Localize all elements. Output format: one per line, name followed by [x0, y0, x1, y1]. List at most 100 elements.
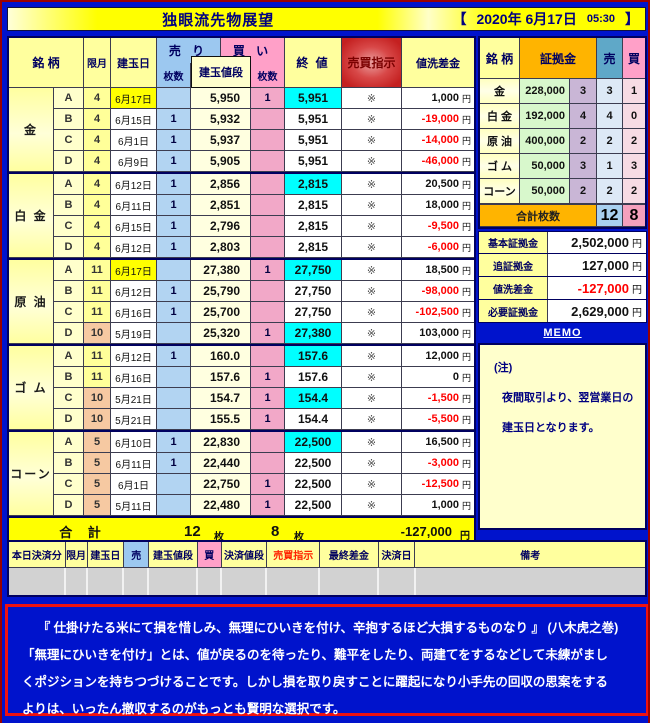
settlement-empty-cell: [221, 568, 268, 595]
row-label: C: [54, 388, 84, 409]
commodity-group: ゴ ム A 11 6月12日 1 160.0 157.6 ※ 12,000 円 B 11 6月16日 15…: [9, 344, 474, 430]
entry-date: 5月19日: [111, 323, 157, 344]
report-date: 2020年 6月17日: [476, 11, 577, 27]
row-label: C: [54, 130, 84, 151]
mtm-difference: 16,500 円: [402, 432, 474, 453]
trade-instruction-mark: ※: [342, 260, 402, 281]
closing-price: 27,750: [285, 260, 342, 281]
entry-date: 6月12日: [111, 237, 157, 258]
position-row: B 11 6月12日 1 25,790 27,750 ※ -98,000 円: [54, 281, 474, 302]
col-header-entry-date: 建玉日: [111, 38, 157, 88]
contract-month: 11: [84, 302, 111, 323]
note-line: 建玉日となります。: [502, 422, 600, 434]
mtm-difference: 1,000 円: [402, 495, 474, 516]
closing-price: 5,951: [285, 88, 342, 109]
buy-lots: [251, 237, 285, 258]
contract-month: 11: [84, 346, 111, 367]
closing-price: 154.4: [285, 409, 342, 430]
summary-value: -127,000 円: [548, 277, 646, 299]
entry-price: 155.5: [191, 409, 251, 430]
total-mtm-difference: -127,000: [400, 524, 452, 539]
sell-lots: 1: [157, 109, 191, 130]
closing-price: 5,951: [285, 109, 342, 130]
total-lots-sell: 12: [597, 205, 623, 227]
commodity-group: 白 金 A 4 6月12日 1 2,856 2,815 ※ 20,500 円 B 4 6月11日 1 2,8…: [9, 172, 474, 258]
position-row: D 10 5月19日 25,320 1 27,380 ※ 103,000 円: [54, 323, 474, 344]
contract-month: 10: [84, 323, 111, 344]
margin-row: 白 金 192,000 4 4 0: [480, 104, 645, 129]
entry-price: 2,851: [191, 195, 251, 216]
entry-price: 154.7: [191, 388, 251, 409]
mtm-difference: -46,000 円: [402, 151, 474, 172]
bracket-open: 【: [452, 11, 467, 27]
margin-table-body: 金 228,000 3 3 1 白 金 192,000 4 4 0 原 油 400,000 2 2 2 ゴ ム…: [480, 79, 645, 204]
contract-month: 11: [84, 367, 111, 388]
settlement-col-header: 決済値段: [221, 542, 268, 568]
memo-link[interactable]: MEMO: [543, 327, 582, 339]
summary-label: 基本証拠金: [479, 232, 548, 253]
settlement-table-header: 本日決済分 限月 建玉日売建玉値段買決済値段 売買指示 最終差金 決済日 備考: [9, 542, 645, 568]
entry-date: 6月15日: [111, 216, 157, 237]
position-row: C 5 6月1日 22,750 1 22,500 ※ -12,500 円: [54, 474, 474, 495]
date-display: 【 2020年 6月17日 05:30 】: [452, 8, 639, 30]
entry-price: 25,700: [191, 302, 251, 323]
margin-total-row: 合計枚数 12 8: [480, 204, 645, 227]
margin-sell-lots: 2: [597, 129, 623, 154]
settlement-empty-row: [9, 568, 646, 595]
settlement-empty-cell: [378, 568, 416, 595]
note-title: (注): [494, 362, 513, 374]
margin-lots: 2: [570, 179, 597, 204]
margin-commodity: 金: [480, 79, 520, 104]
sell-lots: 1: [157, 281, 191, 302]
entry-price: 2,803: [191, 237, 251, 258]
margin-col-buy: 買: [623, 38, 645, 79]
buy-lots: [251, 281, 285, 302]
margin-amount: 50,000: [520, 154, 570, 179]
buy-lots: [251, 195, 285, 216]
settlement-col-header: 売買指示: [267, 542, 321, 568]
title-bar: 独眼流先物展望 【 2020年 6月17日 05:30 】: [7, 7, 646, 31]
sell-lots: 1: [157, 130, 191, 151]
total-sell-unit: 枚: [214, 532, 224, 543]
contract-month: 5: [84, 453, 111, 474]
closing-price: 5,951: [285, 130, 342, 151]
margin-col-sell: 売: [597, 38, 623, 79]
row-label: D: [54, 237, 84, 258]
margin-buy-lots: 2: [623, 129, 645, 154]
col-header-commodity: 銘 柄: [9, 38, 84, 88]
positions-table: 銘 柄 限月 建玉日 売 り 買 い 枚数 枚数 建玉値段 終 値 売買指示 値…: [7, 36, 476, 547]
position-row: C 10 5月21日 154.7 1 154.4 ※ -1,500 円: [54, 388, 474, 409]
entry-date: 6月11日: [111, 453, 157, 474]
buy-lots: [251, 174, 285, 195]
settlement-table: 本日決済分 限月 建玉日売建玉値段買決済値段 売買指示 最終差金 決済日 備考: [7, 540, 647, 597]
settlement-empty-cell: [65, 568, 88, 595]
summary-value: 2,502,000 円: [548, 232, 646, 253]
contract-month: 10: [84, 409, 111, 430]
entry-price: 22,440: [191, 453, 251, 474]
sell-lots: 1: [157, 151, 191, 172]
commodity-group: 金 A 4 6月17日 5,950 1 5,951 ※ 1,000 円 B 4 6月15日 1 5,932 5…: [9, 88, 474, 172]
margin-amount: 192,000: [520, 104, 570, 129]
margin-amount: 50,000: [520, 179, 570, 204]
sell-lots: 1: [157, 195, 191, 216]
mtm-difference: 1,000 円: [402, 88, 474, 109]
summary-row: 追証拠金 127,000 円: [478, 254, 647, 277]
closing-price: 27,750: [285, 302, 342, 323]
settlement-empty-cell: [197, 568, 222, 595]
position-row: D 4 6月12日 1 2,803 2,815 ※ -6,000 円: [54, 237, 474, 258]
mtm-difference: 20,500 円: [402, 174, 474, 195]
margin-row: 原 油 400,000 2 2 2: [480, 129, 645, 154]
sell-lots: 1: [157, 216, 191, 237]
entry-price: 5,937: [191, 130, 251, 151]
margin-amount: 400,000: [520, 129, 570, 154]
position-row: A 4 6月12日 1 2,856 2,815 ※ 20,500 円: [54, 174, 474, 195]
commodity-group: 原 油 A 11 6月17日 27,380 1 27,750 ※ 18,500 円 B 11 6月12日…: [9, 258, 474, 344]
entry-date: 6月16日: [111, 367, 157, 388]
mtm-difference: 12,000 円: [402, 346, 474, 367]
margin-sell-lots: 1: [597, 154, 623, 179]
margin-summary: 基本証拠金 2,502,000 円追証拠金 127,000 円値洗差金 -127,000 円…: [478, 231, 647, 323]
mtm-difference: -3,000 円: [402, 453, 474, 474]
quote-line: よりは、いったん撤収するのがもっとも賢明な選択です。: [22, 702, 346, 716]
entry-price: 160.0: [191, 346, 251, 367]
contract-month: 4: [84, 130, 111, 151]
